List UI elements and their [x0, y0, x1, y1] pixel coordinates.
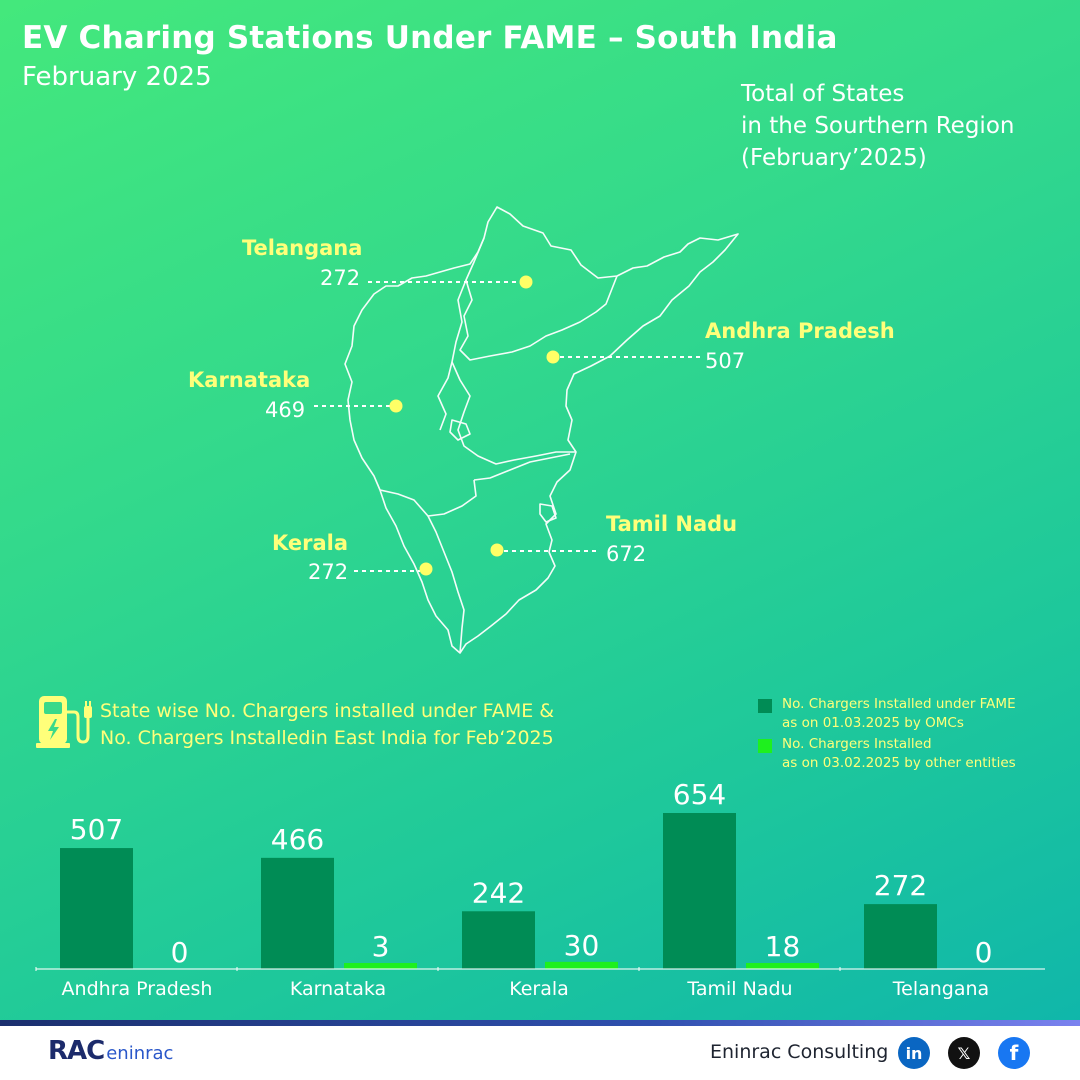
- footer: RAC eninrac Eninrac Consulting in 𝕏 f: [0, 1026, 1080, 1080]
- region-note-line-2: in the Sourthern Region: [741, 113, 1015, 139]
- x-glyph: 𝕏: [957, 1043, 971, 1063]
- category-label-tamil-nadu: Tamil Nadu: [686, 978, 792, 1000]
- karnataka-detail: [449, 419, 471, 441]
- legend-swatch-fame: [758, 699, 772, 713]
- ev-charger-icon: [36, 696, 92, 748]
- legend-swatch-other: [758, 739, 772, 753]
- data-label-telangana-series-2: 0: [975, 936, 993, 969]
- section-title-line-1: State wise No. Chargers installed under …: [100, 700, 555, 722]
- region-note-line-3: (February’2025): [741, 145, 927, 171]
- category-label-telangana: Telangana: [892, 978, 989, 1000]
- map-label-tamil-nadu: Tamil Nadu: [606, 512, 738, 536]
- bar-chart: 507 0 Andhra Pradesh 466 3 Karnataka 242 30 Kera…: [35, 778, 1045, 1000]
- data-label-kerala-series-2: 30: [564, 929, 600, 962]
- footer-stripe: [0, 1020, 1080, 1026]
- bar-andhra-pradesh-series-1: [60, 848, 133, 969]
- data-label-kerala-series-1: 242: [472, 876, 525, 909]
- map-label-andhra-pradesh: Andhra Pradesh: [705, 319, 895, 343]
- category-label-andhra-pradesh: Andhra Pradesh: [62, 978, 213, 1000]
- bar-kerala-series-2: [545, 961, 618, 969]
- legend-other-line-2: as on 03.02.2025 by other entities: [782, 755, 1016, 771]
- map-outline: [344, 206, 739, 654]
- map-label-kerala: Kerala: [272, 531, 349, 555]
- logo-wordmark: eninrac: [106, 1043, 174, 1064]
- bar-telangana-series-1: [864, 904, 937, 969]
- data-label-karnataka-series-2: 3: [372, 930, 390, 963]
- category-label-karnataka: Karnataka: [290, 978, 386, 1000]
- bar-tamil-nadu-series-1: [663, 813, 736, 969]
- eninrac-logo: RAC eninrac: [48, 1036, 173, 1066]
- linkedin-glyph: in: [905, 1043, 923, 1063]
- page-title: EV Charing Stations Under FAME – South I…: [22, 20, 838, 56]
- dot-andhra-pradesh: [546, 350, 560, 364]
- tn-detail: [539, 503, 557, 523]
- bar-karnataka-series-1: [261, 857, 334, 969]
- boundary-telangana-ap: [459, 237, 618, 361]
- data-label-telangana-series-1: 272: [874, 869, 927, 902]
- facebook-glyph: f: [1009, 1041, 1019, 1065]
- linkedin-icon[interactable]: in: [898, 1037, 930, 1069]
- dot-kerala: [419, 562, 433, 576]
- legend-other-line-1: No. Chargers Installed: [782, 736, 932, 752]
- legend-fame-line-2: as on 01.03.2025 by OMCs: [782, 715, 964, 731]
- map-value-andhra-pradesh: 507: [705, 349, 746, 373]
- data-label-karnataka-series-1: 466: [271, 823, 324, 856]
- dot-telangana: [519, 275, 533, 289]
- logo-mark: RAC: [48, 1036, 105, 1066]
- x-icon[interactable]: 𝕏: [948, 1037, 980, 1069]
- dot-tamil-nadu: [490, 543, 504, 557]
- boundary-karnataka-tn: [473, 453, 571, 481]
- map-value-telangana: 272: [320, 266, 361, 290]
- bar-tamil-nadu-series-2: [746, 963, 819, 969]
- south-india-map: [344, 206, 739, 654]
- map-label-karnataka: Karnataka: [188, 368, 311, 392]
- dot-karnataka: [389, 399, 403, 413]
- boundary-karnataka-ap: [451, 361, 576, 465]
- facebook-icon[interactable]: f: [998, 1037, 1030, 1069]
- region-note: Total of States in the Sourthern Region …: [741, 78, 1014, 174]
- legend-fame-line-1: No. Chargers Installed under FAME: [782, 696, 1016, 712]
- map-value-karnataka: 469: [265, 398, 306, 422]
- company-name: Eninrac Consulting: [710, 1041, 889, 1063]
- legend-label-other: No. Chargers Installed as on 03.02.2025 …: [782, 735, 1016, 773]
- boundary-kerala-karnataka: [379, 479, 477, 517]
- region-note-line-1: Total of States: [741, 81, 905, 107]
- data-label-tamil-nadu-series-1: 654: [673, 778, 726, 811]
- data-label-andhra-pradesh-series-2: 0: [171, 936, 189, 969]
- map-value-tamil-nadu: 672: [606, 542, 647, 566]
- bar-karnataka-series-2: [344, 963, 417, 969]
- category-label-kerala: Kerala: [509, 978, 569, 1000]
- data-label-tamil-nadu-series-2: 18: [765, 930, 801, 963]
- data-label-andhra-pradesh-series-1: 507: [70, 813, 123, 846]
- legend-label-fame: No. Chargers Installed under FAME as on …: [782, 695, 1016, 733]
- page-subtitle: February 2025: [22, 62, 212, 92]
- map-label-telangana: Telangana: [242, 236, 363, 260]
- section-title: State wise No. Chargers installed under …: [100, 698, 554, 752]
- section-title-line-2: No. Chargers Installedin East India for …: [100, 727, 554, 749]
- bar-kerala-series-1: [462, 911, 535, 969]
- boundary-kerala-tn: [427, 515, 465, 654]
- map-value-kerala: 272: [308, 560, 349, 584]
- boundary-telangana-karnataka: [437, 279, 467, 431]
